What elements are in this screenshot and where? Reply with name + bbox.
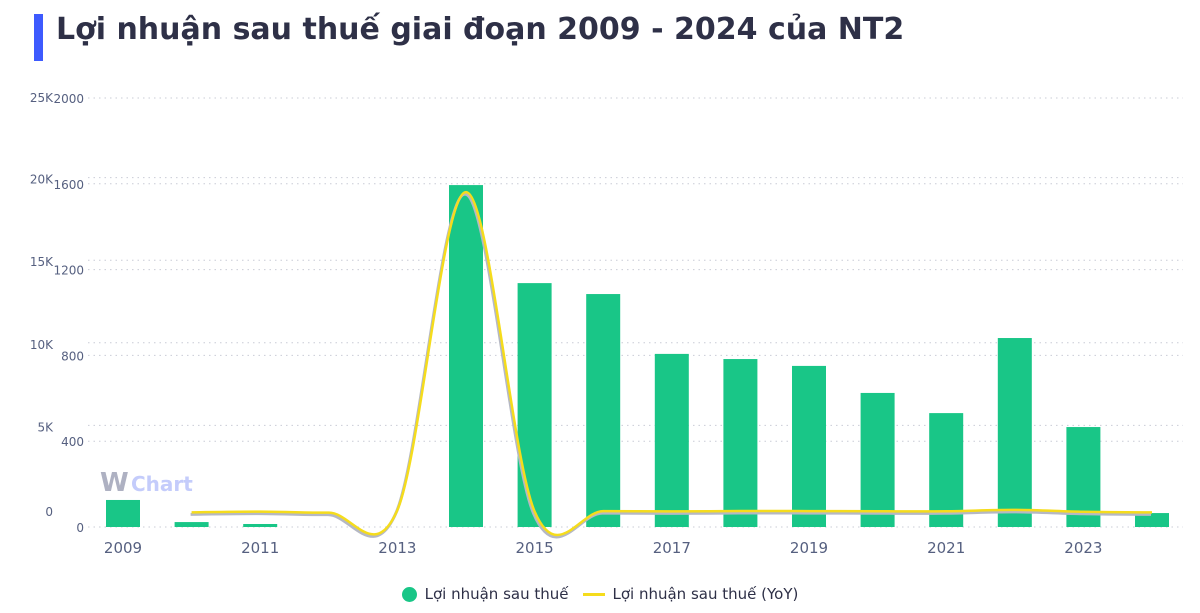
bar	[106, 499, 140, 527]
y-tick-label-line: 0	[45, 505, 53, 519]
wichart-watermark: W Chart	[100, 468, 193, 498]
x-tick-label: 2023	[1064, 539, 1102, 557]
svg-text:Chart: Chart	[131, 472, 193, 496]
legend-dot-icon	[401, 586, 417, 602]
legend-line-icon	[582, 592, 605, 596]
legend-label: Lợi nhuận sau thuế	[424, 585, 569, 603]
bar	[174, 522, 209, 527]
x-tick-label: 2009	[104, 539, 142, 557]
title-accent-bar	[34, 14, 43, 61]
y-tick-label-line: 20K	[30, 173, 54, 187]
y-tick-label-line: 5K	[37, 420, 54, 434]
y-tick-label-bar: 1600	[53, 178, 84, 192]
y-tick-label-bar: 2000	[53, 92, 84, 106]
y-tick-label-line: 10K	[30, 338, 54, 352]
bar	[860, 392, 895, 527]
x-tick-label: 2021	[927, 539, 965, 557]
y-tick-label-line: 25K	[30, 91, 54, 105]
x-tick-label: 2013	[378, 539, 416, 557]
legend-label: Lợi nhuận sau thuế (YoY)	[612, 585, 799, 603]
bar	[586, 294, 621, 527]
bar	[1135, 513, 1169, 527]
x-tick-label: 2019	[790, 539, 828, 557]
y-tick-label-bar: 1200	[53, 264, 84, 278]
page-title: Lợi nhuận sau thuế giai đoạn 2009 - 2024…	[56, 12, 905, 47]
line-shadow	[190, 192, 1152, 539]
bar	[792, 365, 826, 527]
x-tick-label: 2017	[653, 539, 691, 557]
bar	[517, 283, 552, 527]
y-tick-label-bar: 0	[76, 521, 84, 535]
legend-item-line[interactable]: Lợi nhuận sau thuế (YoY)	[582, 585, 799, 603]
y-tick-label-line: 15K	[30, 255, 54, 269]
legend: Lợi nhuận sau thuế Lợi nhuận sau thuế (Y…	[0, 585, 1200, 603]
svg-text:W: W	[100, 468, 129, 498]
bar	[449, 185, 483, 527]
y-tick-label-bar: 800	[61, 349, 84, 363]
bar	[723, 359, 758, 527]
x-tick-label: 2015	[516, 539, 554, 557]
bar	[929, 413, 964, 527]
legend-item-bar[interactable]: Lợi nhuận sau thuế	[401, 585, 569, 603]
bar	[997, 338, 1032, 527]
yoy-line	[191, 190, 1153, 537]
bar	[243, 523, 278, 527]
x-tick-label: 2011	[241, 539, 279, 557]
bar	[654, 353, 689, 527]
y-tick-label-bar: 400	[61, 435, 84, 449]
